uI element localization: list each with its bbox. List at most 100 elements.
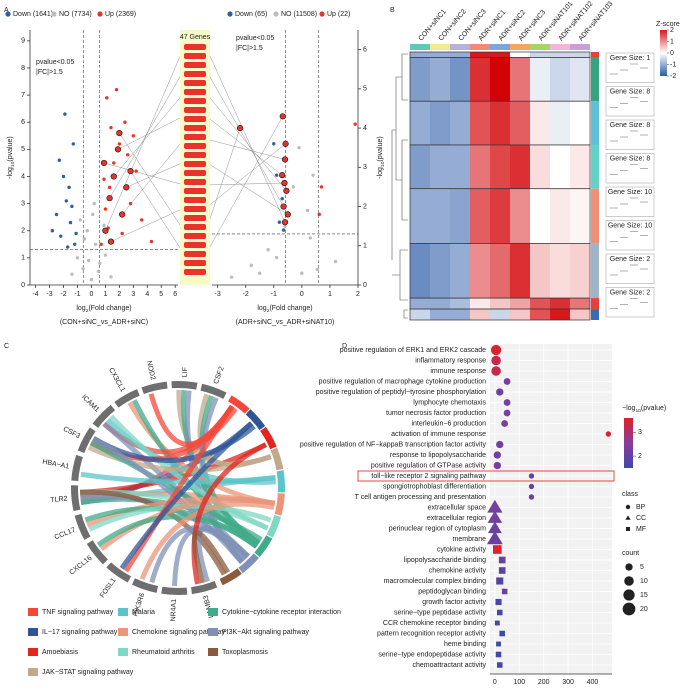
pathway-arc — [276, 470, 285, 493]
highlight-point — [236, 124, 244, 132]
heat-cell — [530, 188, 550, 244]
link-line — [117, 115, 185, 150]
y-tick-label: 8 — [21, 65, 25, 72]
chord-link — [80, 471, 276, 485]
panel-label: C — [4, 343, 9, 350]
column-color — [450, 44, 470, 50]
pathway-arc — [219, 568, 242, 586]
point — [105, 96, 109, 100]
point — [103, 207, 108, 211]
color-legend-title-part: 10 — [635, 408, 641, 414]
gene-label: HBA−A1 — [42, 459, 70, 471]
y-axis-label-part: 10 — [10, 161, 16, 167]
gene-size-label: Gene Size: 2 — [610, 289, 651, 296]
legend-label: PI3K−Akt signaling pathway — [222, 629, 309, 636]
bubble — [496, 609, 503, 616]
heat-cell — [510, 52, 530, 58]
gene-size-trace — [610, 164, 648, 175]
gene-tag — [184, 242, 206, 248]
highlight-point — [114, 146, 122, 153]
heat-cell — [430, 52, 450, 58]
gene-size-trace — [610, 231, 648, 242]
heat-cell — [470, 52, 490, 58]
legend-swatch — [208, 648, 218, 656]
gene-tag — [184, 80, 206, 86]
gene-tag — [184, 170, 206, 176]
y-tick-label: 3 — [21, 200, 25, 207]
link-line — [126, 161, 185, 188]
link-line — [205, 138, 286, 160]
point — [78, 218, 82, 222]
gene-tag — [184, 134, 206, 140]
heat-cell — [570, 243, 590, 299]
highlight-point — [283, 187, 290, 194]
gene-tag — [184, 251, 206, 257]
gene-tag — [184, 143, 206, 149]
heat-cell — [470, 188, 490, 244]
highlight-point — [106, 195, 113, 202]
count-legend-marker — [623, 589, 635, 601]
heat-cell — [450, 52, 470, 58]
heat-cell — [470, 309, 490, 320]
highlight-point — [279, 172, 286, 179]
heat-cell — [490, 298, 510, 310]
bubble — [487, 510, 503, 523]
gene-label: CSF2 — [213, 366, 226, 385]
gene-tag — [184, 152, 206, 158]
bubble — [496, 388, 504, 396]
gene-tag — [184, 206, 206, 212]
gene-label: FOSL1 — [99, 577, 118, 599]
gene-tag — [184, 107, 206, 113]
legend-label: Malaria — [132, 609, 155, 616]
bubble — [493, 451, 502, 459]
link-line — [205, 128, 241, 232]
heat-cell — [530, 309, 550, 320]
legend-swatch — [208, 608, 218, 616]
point — [114, 87, 119, 92]
category-label: positive regulation of peptidyl−tyrosine… — [316, 389, 486, 396]
y-tick-label: 4 — [363, 125, 367, 132]
highlight-point — [281, 219, 289, 226]
point — [92, 201, 96, 206]
pathway-arc — [254, 535, 273, 558]
chord-link — [196, 525, 250, 583]
link-line — [103, 162, 185, 186]
y-axis-label-part: (pvalue) — [7, 136, 14, 161]
x-axis-label: log2(Fold change) — [257, 305, 312, 314]
heat-cell — [430, 243, 450, 299]
heat-cell — [510, 243, 530, 299]
bubble — [499, 630, 505, 637]
y-axis-label-part: -log — [377, 167, 384, 179]
category-label: chemokine activity — [429, 567, 487, 574]
legend-marker — [51, 11, 57, 17]
heat-cell — [410, 188, 430, 244]
y-tick-label: 5 — [21, 146, 25, 153]
link-line — [205, 143, 286, 209]
link-line — [105, 46, 185, 231]
category-label: positive regulation of macrophage cytoki… — [319, 378, 486, 385]
point — [109, 275, 113, 279]
pathway-arc — [274, 493, 285, 516]
heat-cell — [530, 57, 550, 102]
cluster-bar — [591, 298, 599, 310]
point — [291, 185, 296, 189]
bubble — [503, 399, 511, 406]
y-tick-label: 2 — [21, 228, 25, 235]
heat-cell — [570, 101, 590, 145]
heat-cell — [530, 144, 550, 189]
gene-label: CXCL16 — [68, 555, 93, 577]
legend-label: Rheumatoid arthritis — [132, 649, 195, 656]
legend-marker — [273, 11, 279, 17]
highlight-point — [280, 203, 287, 210]
y-tick-label: 5 — [363, 86, 367, 93]
x-axis-label-part: log — [257, 305, 266, 312]
legend-label: Up (22) — [327, 11, 350, 18]
heat-cell — [430, 309, 450, 320]
chord-link — [99, 497, 276, 551]
column-label: ADR+siNAT101 — [538, 0, 575, 42]
category-label: perinuclear region of cytoplasm — [389, 525, 486, 532]
heat-cell — [410, 144, 430, 189]
category-label: toll−like receptor 2 signaling pathway — [371, 473, 486, 480]
point — [126, 153, 130, 157]
